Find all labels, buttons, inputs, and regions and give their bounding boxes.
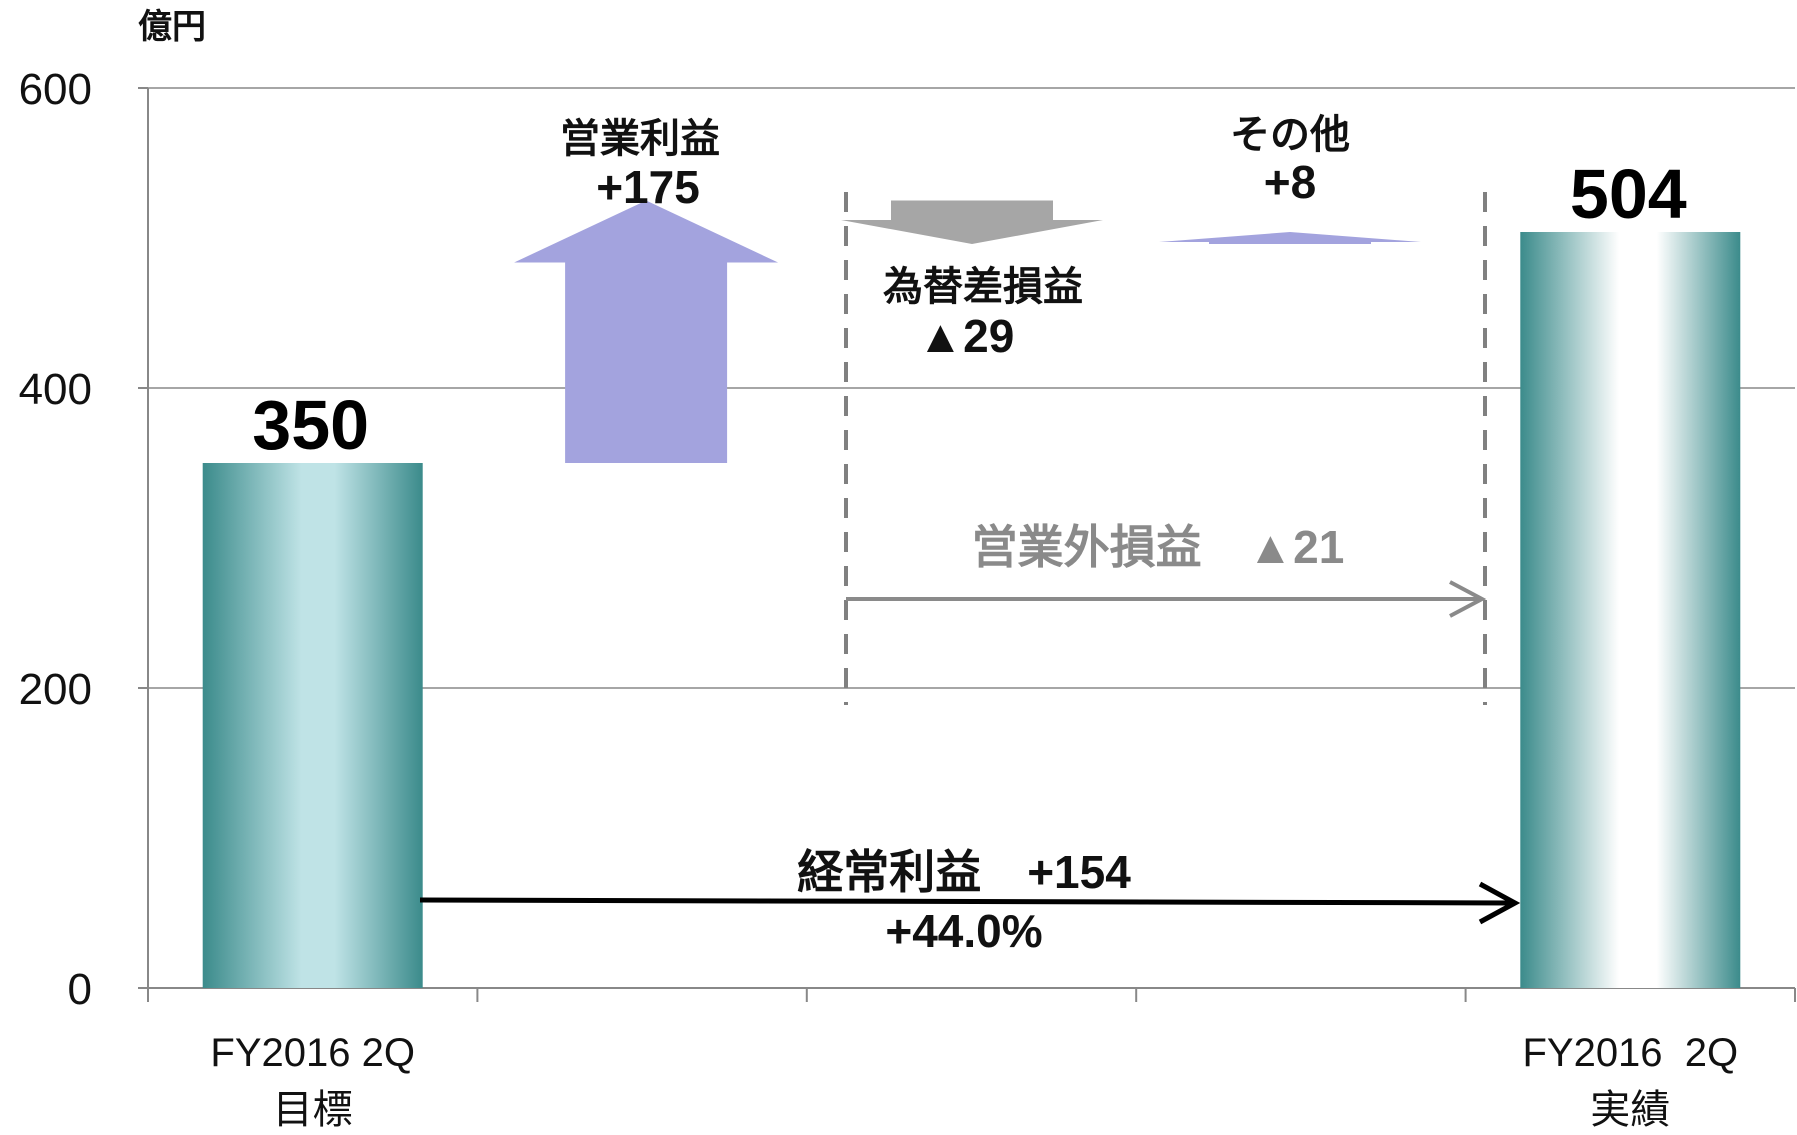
x-category-label-0-line-1: 目標	[273, 1088, 353, 1132]
total-bar-target	[202, 463, 423, 988]
change-arrow-fx-loss	[841, 200, 1103, 244]
overall-arrow-head	[1478, 881, 1521, 925]
y-axis-unit-label: 億円	[138, 8, 206, 46]
overall-change-label: 経常利益 +154	[797, 846, 1131, 898]
y-tick-label-200: 200	[19, 665, 92, 714]
x-category-label-4-line-1: 実績	[1590, 1088, 1670, 1132]
change-delta-operating-profit: +175	[596, 161, 700, 213]
change-name-operating-profit: 営業利益	[560, 117, 720, 161]
bracket-label: 営業外損益 ▲21	[972, 521, 1345, 573]
bracket-arrow-head	[1449, 580, 1487, 618]
x-category-label-4-line-0: FY2016 2Q	[1522, 1031, 1738, 1075]
total-value-label-target: 350	[252, 386, 369, 464]
total-value-label-actual: 504	[1570, 155, 1687, 233]
y-axis-ticks: 0 200 400 600	[19, 65, 148, 1014]
change-arrow-other	[1159, 232, 1421, 244]
x-axis-category-labels: FY2016 2Q 目標 FY2016 2Q 実績	[210, 1031, 1738, 1132]
change-delta-other: +8	[1264, 156, 1316, 208]
y-tick-label-600: 600	[19, 65, 92, 114]
y-tick-label-0: 0	[68, 965, 92, 1014]
y-tick-label-400: 400	[19, 365, 92, 414]
change-delta-fx-loss: ▲29	[918, 310, 1015, 362]
change-name-fx-loss: 為替差損益	[883, 265, 1083, 309]
total-bar-actual	[1520, 232, 1741, 988]
x-category-label-0-line-0: FY2016 2Q	[210, 1031, 415, 1075]
overall-arrow-shaft	[419, 897, 1513, 906]
overall-change-percent: +44.0%	[885, 905, 1042, 957]
change-arrow-operating-profit	[514, 200, 779, 463]
change-name-other: その他	[1230, 113, 1350, 157]
